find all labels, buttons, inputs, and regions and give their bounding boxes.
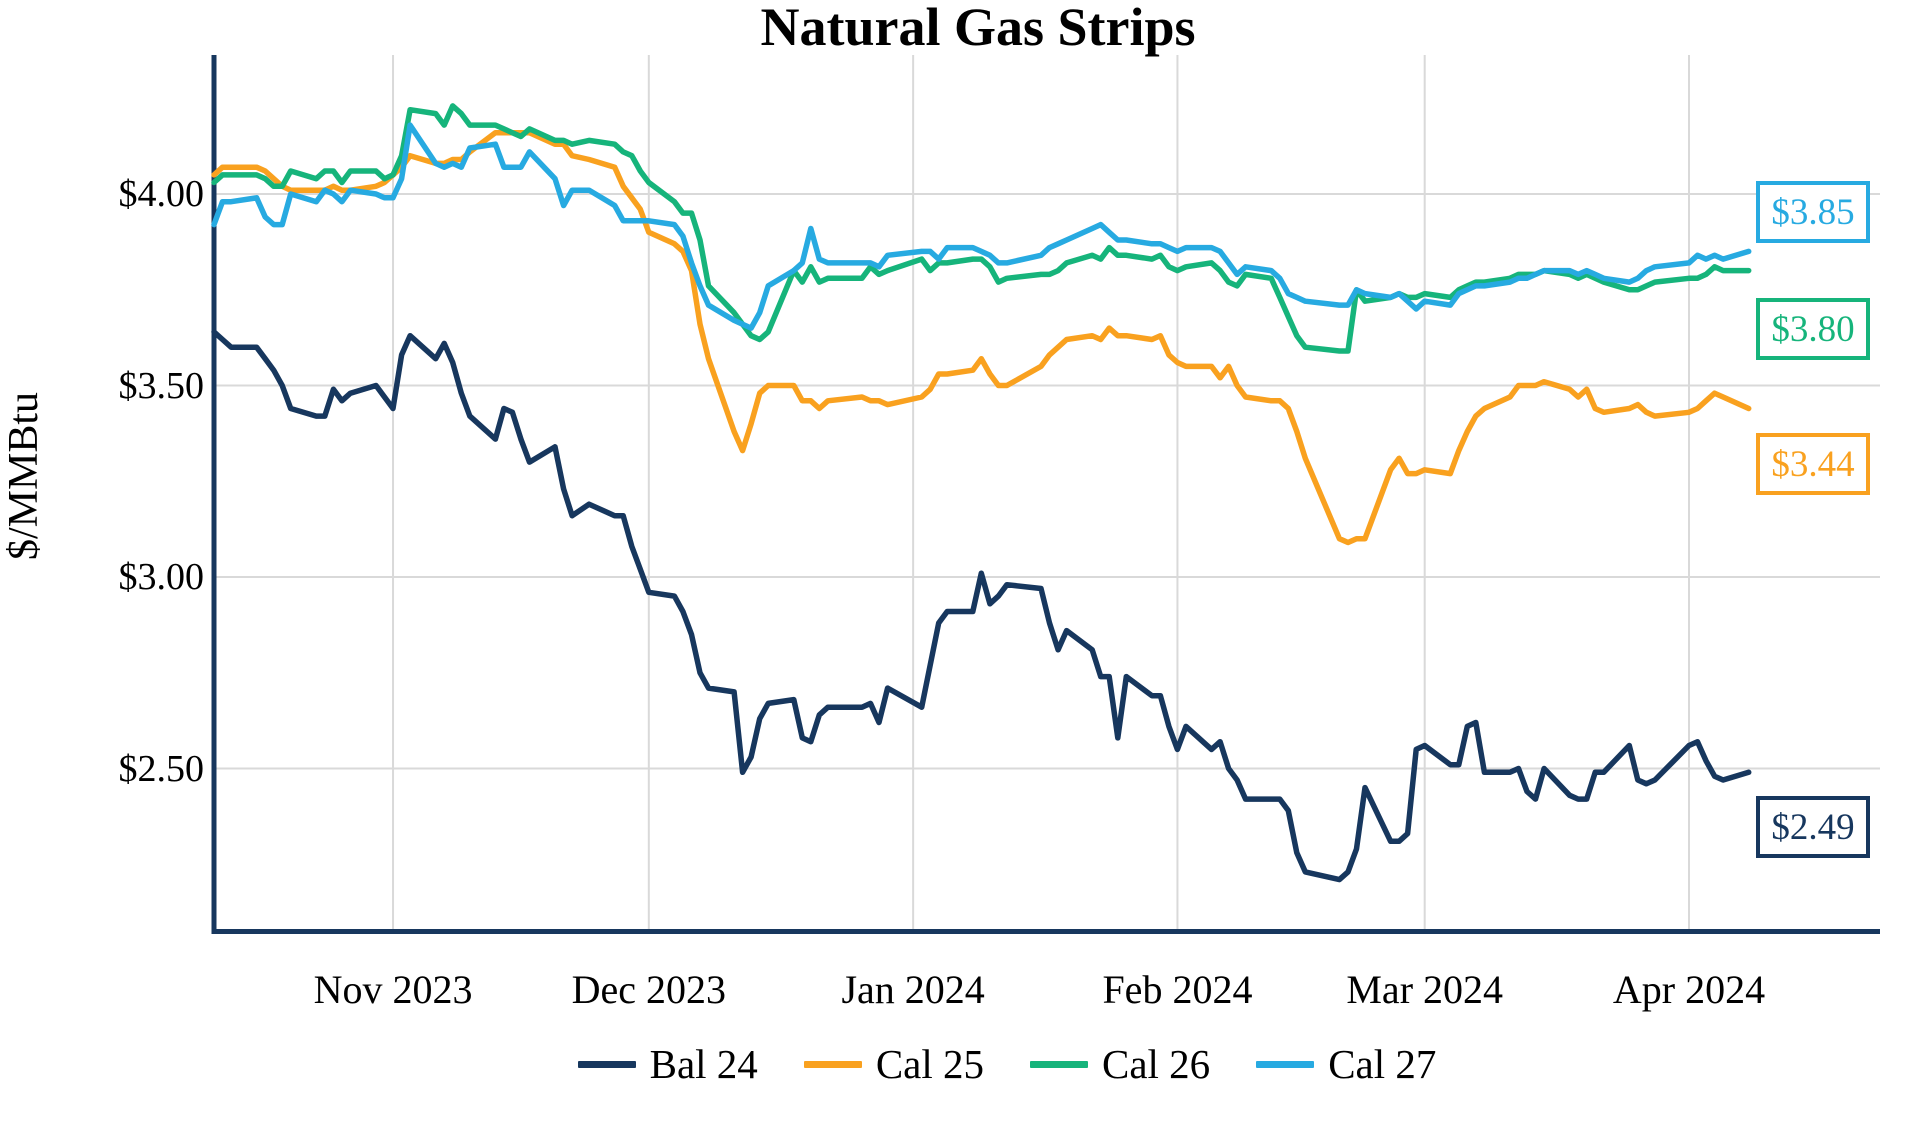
legend-label: Cal 26 (1102, 1041, 1211, 1087)
x-tick-label: Mar 2024 (1346, 967, 1504, 1012)
y-axis-spine (211, 55, 217, 934)
y-tick-label: $3.50 (118, 364, 205, 407)
legend-line-swatch-icon (1256, 1060, 1315, 1068)
legend-line-swatch-icon (803, 1060, 862, 1068)
chart-title: Natural Gas Strips (760, 0, 1196, 57)
price-end-label-cal-26: $3.80 (1756, 298, 1870, 360)
x-tick-label: Apr 2024 (1612, 967, 1766, 1012)
chart-legend: Bal 24 Cal 25 Cal 26 Cal 27 (0, 1040, 1920, 1088)
x-tick-label: Feb 2024 (1102, 967, 1253, 1012)
y-tick-label: $3.00 (118, 556, 205, 598)
legend-label: Cal 25 (875, 1041, 984, 1087)
series-line-cal-26 (211, 103, 1752, 354)
legend-line-swatch-icon (1030, 1060, 1088, 1068)
y-tick-label: $2.50 (118, 747, 205, 790)
x-tick-label: Jan 2024 (841, 967, 985, 1012)
legend-label: Cal 27 (1328, 1041, 1437, 1087)
y-axis-label: $/MMBtu (1, 391, 47, 561)
y-tick-label: $4.00 (118, 173, 205, 215)
series-line-cal-25 (211, 129, 1752, 546)
price-end-label-cal-27: $3.85 (1756, 181, 1870, 243)
price-end-label-bal-24: $2.49 (1756, 796, 1870, 858)
legend-item-cal-25: Cal 25 (803, 1040, 984, 1088)
x-tick-label: Dec 2023 (571, 967, 727, 1012)
price-end-label-cal-25: $3.44 (1756, 433, 1870, 495)
legend-item-cal-27: Cal 27 (1256, 1040, 1436, 1088)
series-line-cal-27 (211, 122, 1752, 331)
x-tick-label: Nov 2023 (313, 967, 473, 1012)
legend-item-bal-24: Bal 24 (577, 1040, 758, 1088)
legend-item-cal-26: Cal 26 (1030, 1040, 1210, 1088)
legend-label: Bal 24 (649, 1041, 758, 1087)
x-axis-spine (211, 929, 1880, 934)
series-line-bal-24 (211, 329, 1752, 883)
legend-line-swatch-icon (577, 1060, 636, 1068)
